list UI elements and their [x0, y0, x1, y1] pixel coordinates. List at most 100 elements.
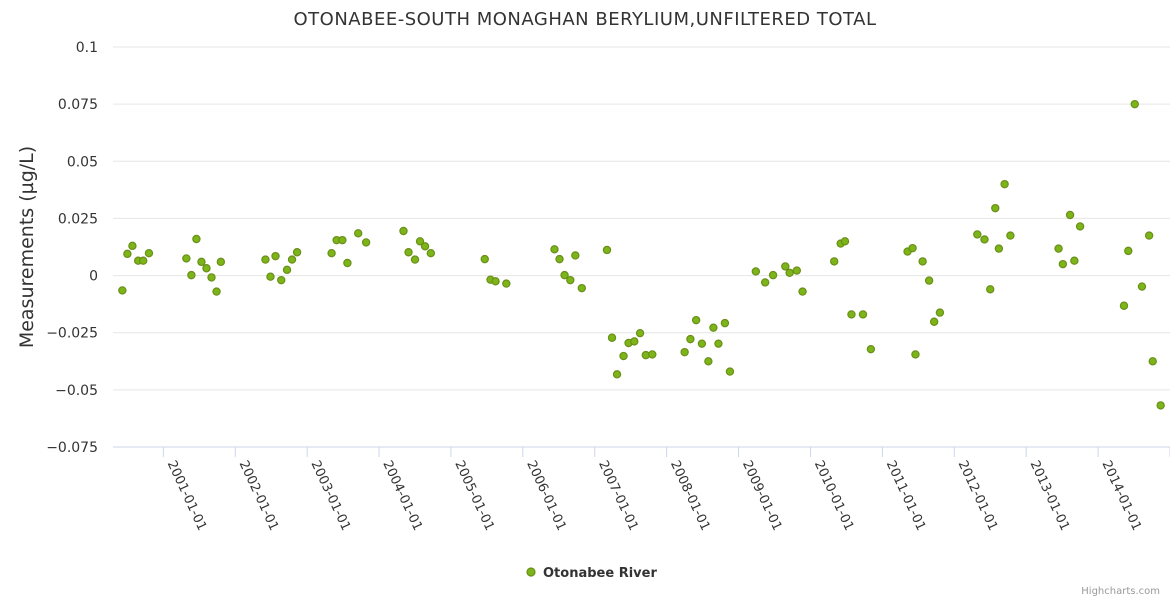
data-point[interactable]	[1065, 210, 1075, 220]
data-point[interactable]	[282, 265, 292, 275]
data-point[interactable]	[714, 339, 723, 348]
data-point[interactable]	[502, 279, 511, 288]
data-point[interactable]	[361, 238, 371, 247]
data-point[interactable]	[924, 276, 934, 285]
data-point[interactable]	[566, 275, 575, 285]
data-point[interactable]	[918, 257, 927, 266]
data-point[interactable]	[287, 255, 297, 264]
data-point[interactable]	[277, 275, 286, 285]
data-point[interactable]	[1075, 222, 1085, 231]
data-point[interactable]	[1119, 301, 1129, 310]
data-point[interactable]	[192, 234, 201, 244]
data-point[interactable]	[858, 310, 868, 319]
data-point[interactable]	[635, 328, 645, 338]
data-point[interactable]	[866, 344, 876, 354]
data-point[interactable]	[555, 254, 564, 264]
data-point[interactable]	[1058, 259, 1068, 269]
legend-marker-icon[interactable]	[526, 567, 536, 577]
data-point[interactable]	[781, 262, 790, 271]
data-point[interactable]	[680, 347, 689, 357]
data-point[interactable]	[1130, 99, 1139, 109]
data-point[interactable]	[1000, 179, 1009, 189]
data-point[interactable]	[123, 249, 132, 259]
data-point[interactable]	[144, 248, 154, 258]
data-point[interactable]	[994, 244, 1004, 253]
data-point[interactable]	[792, 266, 802, 275]
x-tick-label: 2011-01-01	[883, 458, 929, 533]
data-point[interactable]	[619, 351, 628, 361]
data-point[interactable]	[271, 251, 280, 261]
data-point[interactable]	[118, 286, 127, 295]
data-point[interactable]	[187, 270, 196, 280]
data-point[interactable]	[550, 245, 559, 254]
data-point[interactable]	[577, 283, 587, 293]
data-point[interactable]	[216, 257, 226, 267]
data-point[interactable]	[480, 254, 489, 264]
data-point[interactable]	[128, 241, 137, 251]
data-point[interactable]	[1070, 256, 1079, 265]
data-point[interactable]	[1144, 231, 1154, 240]
data-point[interactable]	[1156, 401, 1165, 410]
data-point[interactable]	[399, 226, 408, 236]
data-point[interactable]	[261, 255, 270, 264]
data-point[interactable]	[973, 230, 982, 239]
credits-link[interactable]: Highcharts.com	[1081, 586, 1160, 597]
legend[interactable]: Otonabee River	[526, 566, 657, 581]
data-point[interactable]	[266, 272, 275, 281]
data-point[interactable]	[935, 308, 945, 317]
data-point[interactable]	[686, 334, 695, 344]
data-point[interactable]	[571, 251, 580, 260]
data-point[interactable]	[697, 339, 707, 348]
data-point[interactable]	[426, 248, 436, 258]
data-point[interactable]	[1148, 357, 1157, 366]
data-point[interactable]	[648, 350, 657, 359]
data-point[interactable]	[410, 255, 420, 264]
data-point[interactable]	[1006, 231, 1015, 240]
data-point[interactable]	[986, 285, 995, 294]
data-point[interactable]	[212, 287, 221, 296]
data-point[interactable]	[929, 317, 939, 326]
data-point[interactable]	[327, 248, 336, 258]
data-point[interactable]	[207, 273, 216, 282]
data-point[interactable]	[1054, 244, 1063, 253]
data-point[interactable]	[908, 243, 917, 253]
data-point[interactable]	[353, 229, 363, 238]
data-point[interactable]	[197, 257, 206, 267]
data-point[interactable]	[991, 203, 1000, 213]
data-point[interactable]	[768, 270, 778, 280]
data-point[interactable]	[725, 367, 735, 376]
data-point[interactable]	[602, 245, 612, 255]
data-point[interactable]	[798, 287, 807, 296]
data-point[interactable]	[630, 337, 639, 346]
data-point[interactable]	[785, 268, 794, 278]
data-point[interactable]	[182, 254, 191, 263]
data-point[interactable]	[704, 357, 713, 366]
data-point[interactable]	[751, 267, 761, 276]
y-tick-label: −0.05	[55, 383, 98, 399]
data-point[interactable]	[292, 248, 302, 257]
data-point[interactable]	[607, 333, 617, 342]
data-point[interactable]	[980, 235, 989, 244]
data-point[interactable]	[1124, 246, 1133, 256]
data-point[interactable]	[202, 264, 211, 273]
data-point[interactable]	[420, 242, 430, 251]
data-point[interactable]	[560, 270, 569, 280]
data-point[interactable]	[138, 256, 148, 265]
x-tick-label: 2006-01-01	[523, 458, 569, 533]
legend-item-otonabee-river[interactable]: Otonabee River	[543, 566, 657, 581]
data-point[interactable]	[709, 323, 718, 332]
data-point[interactable]	[911, 350, 920, 359]
data-point[interactable]	[1137, 282, 1147, 291]
data-point[interactable]	[847, 310, 856, 319]
data-point[interactable]	[343, 258, 352, 268]
data-point[interactable]	[491, 277, 500, 286]
data-point[interactable]	[840, 237, 850, 246]
data-point[interactable]	[760, 278, 770, 287]
data-point[interactable]	[830, 257, 839, 266]
data-point[interactable]	[612, 370, 622, 379]
data-point[interactable]	[691, 315, 701, 325]
data-point[interactable]	[338, 235, 347, 245]
data-point[interactable]	[404, 248, 413, 257]
data-point[interactable]	[720, 318, 730, 328]
data-point[interactable]	[415, 237, 425, 246]
